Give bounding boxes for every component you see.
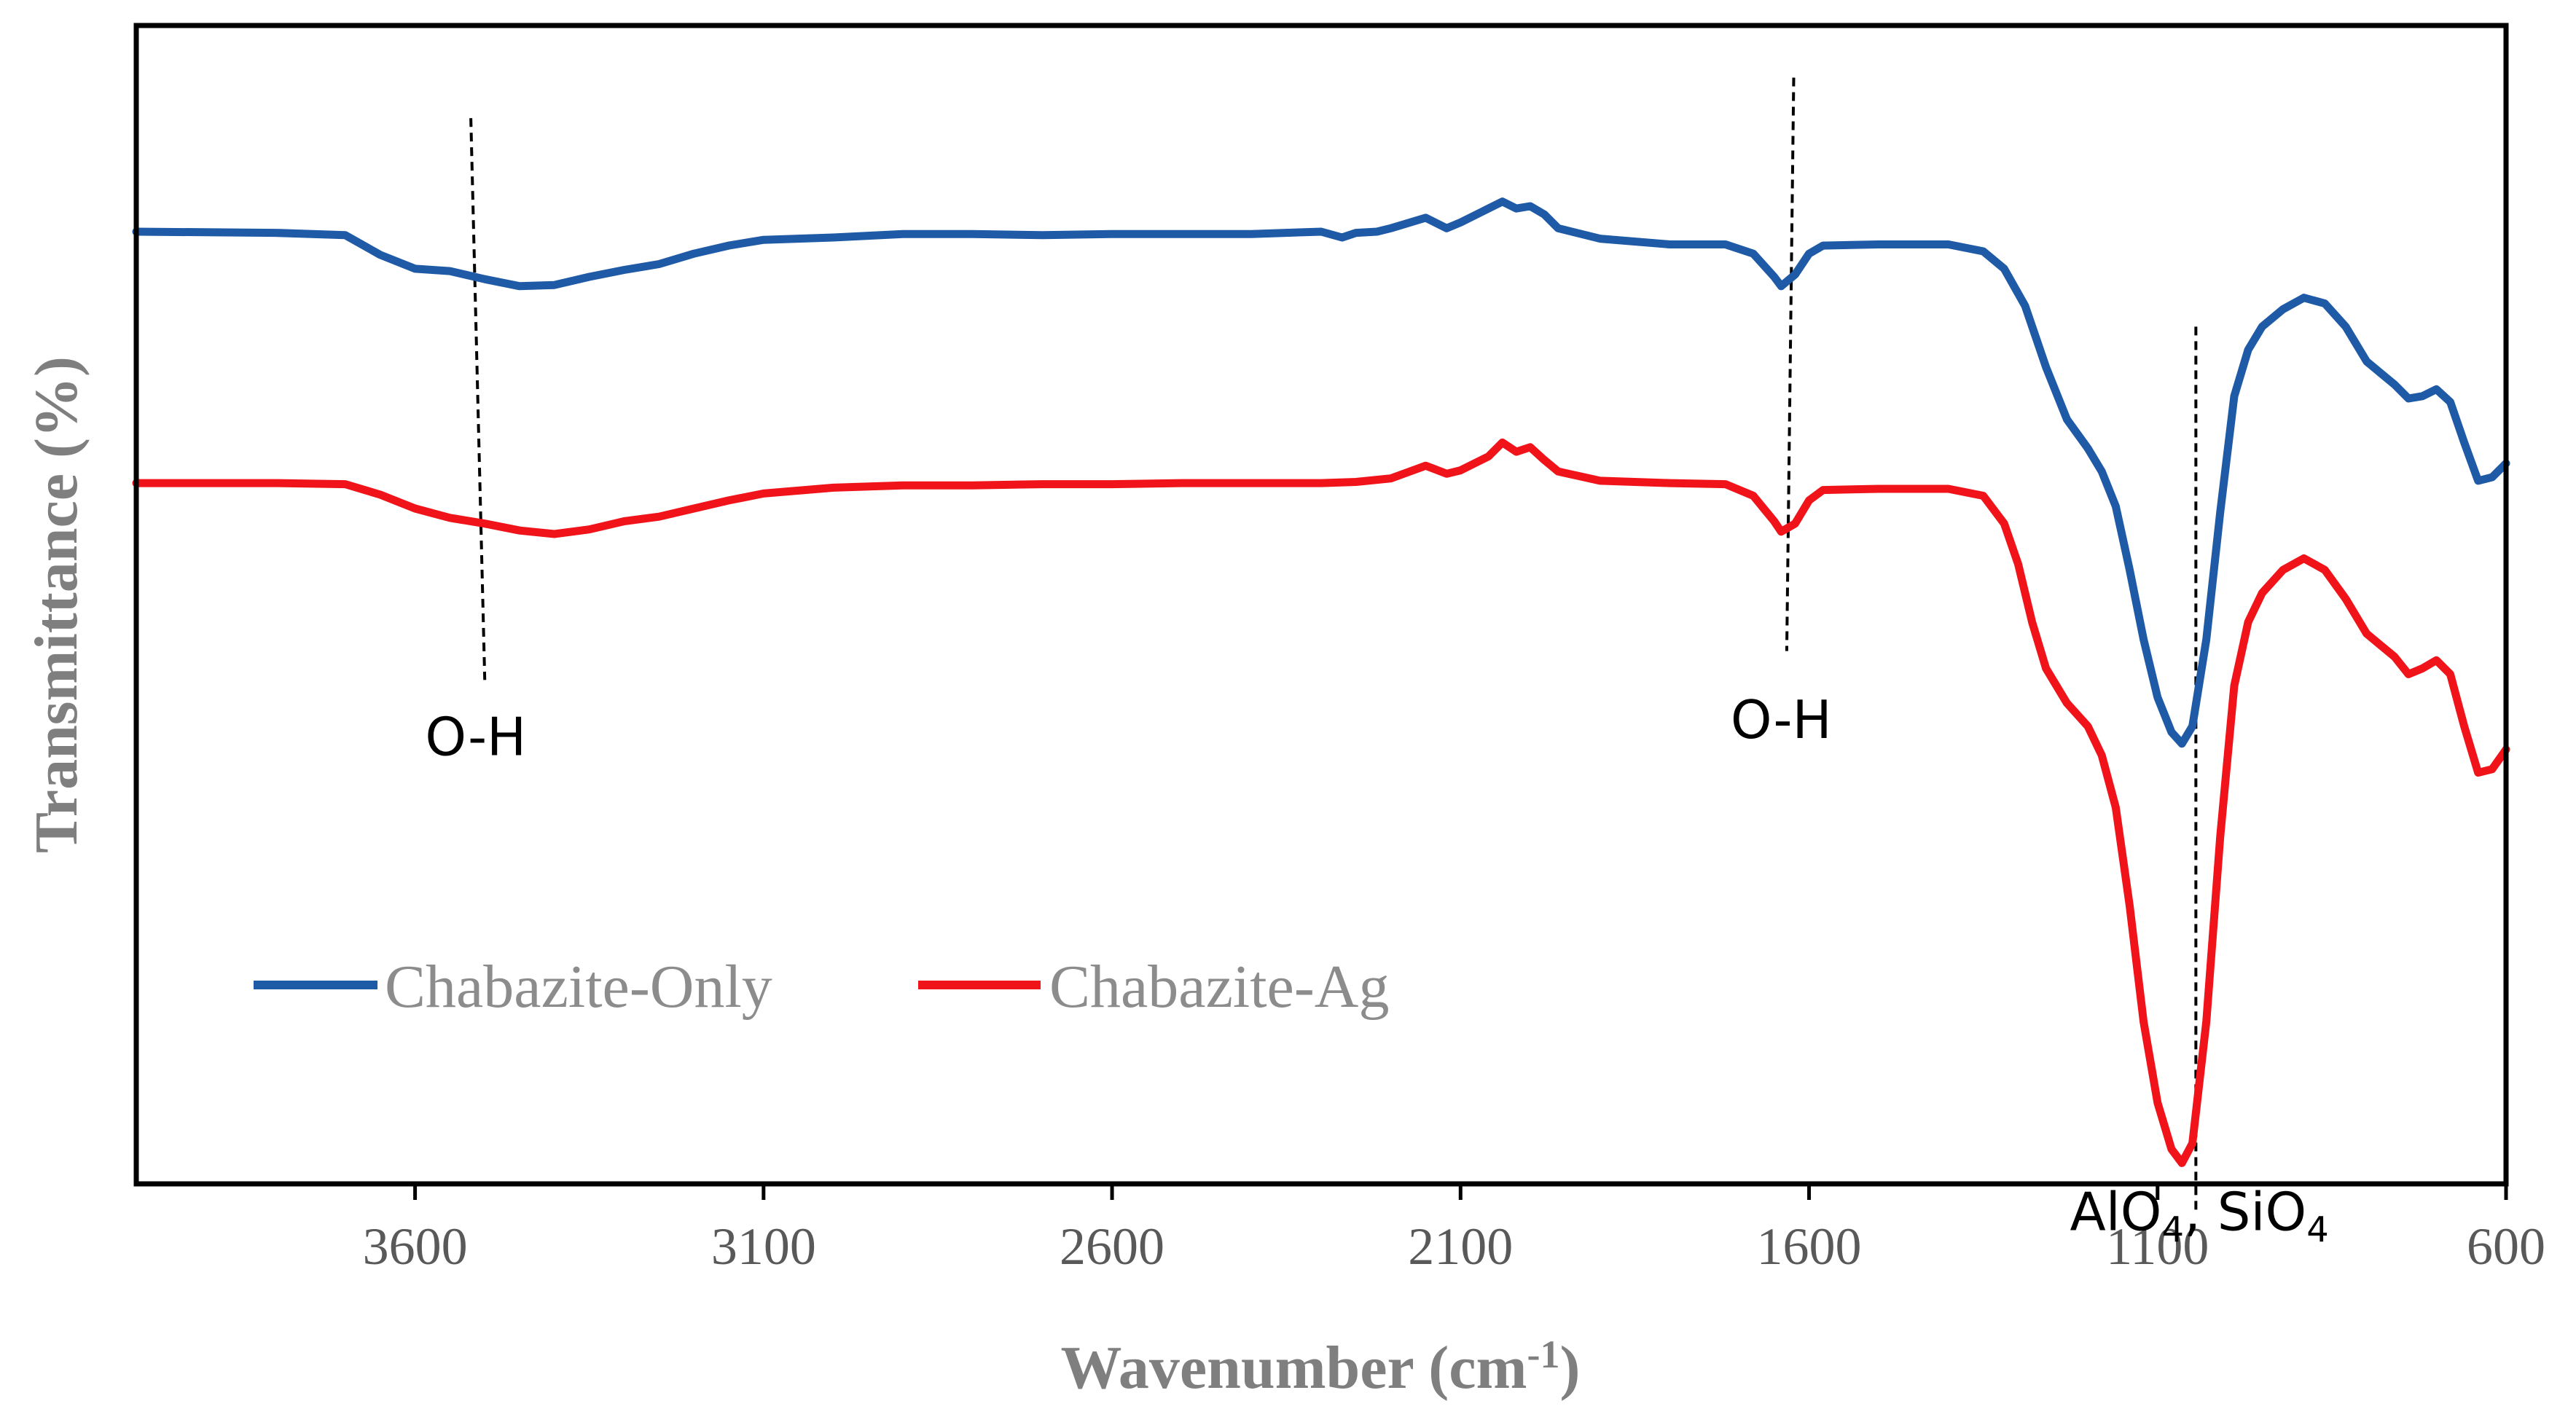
legend: Chabazite-Only Chabazite-Ag bbox=[254, 953, 1389, 1021]
reference-line-1 bbox=[469, 118, 487, 680]
x-tick-label: 2100 bbox=[1408, 1217, 1513, 1276]
x-tick-label: 1600 bbox=[1757, 1217, 1862, 1276]
x-axis-title: Wavenumber (cm-1) bbox=[1060, 1332, 1580, 1402]
series-lines bbox=[132, 197, 2510, 1167]
reference-lines bbox=[469, 77, 2198, 1213]
x-tick-label: 2600 bbox=[1060, 1217, 1164, 1276]
x-axis-title-sup: -1 bbox=[1527, 1332, 1560, 1376]
x-tick-label: 3100 bbox=[711, 1217, 816, 1276]
series-line-chabazite-ag bbox=[132, 438, 2510, 1167]
annotation-part: AlO bbox=[2070, 1182, 2162, 1243]
peak-annotation-1: O-H bbox=[425, 707, 526, 768]
y-axis-title: Transmittance (%) bbox=[23, 356, 90, 853]
x-tick-label: 600 bbox=[2467, 1217, 2545, 1276]
x-tick-label: 3600 bbox=[363, 1217, 468, 1276]
x-tick-label: 1100 bbox=[2106, 1217, 2209, 1276]
x-axis-title-end: ) bbox=[1560, 1334, 1581, 1402]
plot-frame bbox=[133, 23, 2509, 1187]
peak-annotation-2: O-H bbox=[1731, 689, 1832, 750]
peak-annotation-3: AlO4, SiO4 bbox=[2070, 1182, 2329, 1251]
x-axis-title-main: Wavenumber (cm bbox=[1060, 1334, 1527, 1402]
x-axis-ticks: 3600 3100 2600 2100 1600 1100 600 bbox=[363, 1184, 2545, 1276]
annotation-part: , SiO bbox=[2184, 1182, 2306, 1243]
series-line-chabazite-only bbox=[132, 197, 2510, 748]
annotation-part: 4 bbox=[2306, 1210, 2329, 1251]
legend-label-chabazite-only: Chabazite-Only bbox=[385, 953, 772, 1021]
reference-line-2 bbox=[1785, 77, 1796, 651]
annotation-part: 4 bbox=[2161, 1210, 2184, 1251]
legend-label-chabazite-ag: Chabazite-Ag bbox=[1049, 953, 1389, 1021]
